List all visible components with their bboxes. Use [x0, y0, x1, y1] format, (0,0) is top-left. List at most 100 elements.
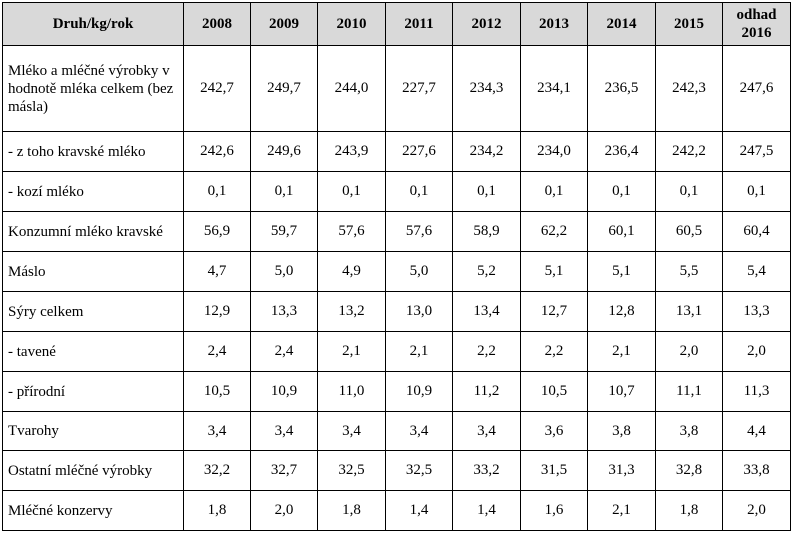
table-row: Mléčné konzervy 1,8 2,0 1,8 1,4 1,4 1,6 2,1 1,8 2… — [2, 490, 791, 531]
value-cell: 249,7 — [250, 45, 318, 132]
value-cell: 13,2 — [317, 291, 386, 332]
value-cell: 5,1 — [587, 251, 656, 292]
table-row: - kozí mléko 0,1 0,1 0,1 0,1 0,1 0,1 0,1 0,1 0,1 — [2, 171, 791, 212]
value-cell: 2,4 — [250, 331, 318, 372]
value-cell: 32,5 — [317, 450, 386, 491]
value-cell: 3,8 — [655, 411, 723, 451]
row-label: Konzumní mléko kravské — [2, 211, 184, 252]
value-cell: 0,1 — [317, 171, 386, 212]
value-cell: 2,1 — [587, 490, 656, 531]
value-cell: 236,5 — [587, 45, 656, 132]
value-cell: 2,4 — [183, 331, 251, 372]
table-row: Mléko a mléčné výrobky v hodnotě mléka c… — [2, 45, 791, 132]
year-header: 2010 — [317, 2, 386, 46]
row-label: Tvarohy — [2, 411, 184, 451]
value-cell: 247,6 — [722, 45, 791, 132]
value-cell: 242,2 — [655, 131, 723, 172]
value-cell: 11,2 — [452, 371, 521, 412]
value-cell: 3,4 — [250, 411, 318, 451]
value-cell: 11,1 — [655, 371, 723, 412]
header-label: Druh/kg/rok — [2, 2, 184, 46]
row-label: - přírodní — [2, 371, 184, 412]
value-cell: 11,0 — [317, 371, 386, 412]
row-label: - z toho kravské mléko — [2, 131, 184, 172]
value-cell: 60,5 — [655, 211, 723, 252]
value-cell: 5,2 — [452, 251, 521, 292]
value-cell: 0,1 — [385, 171, 453, 212]
value-cell: 32,8 — [655, 450, 723, 491]
value-cell: 2,1 — [385, 331, 453, 372]
year-header: 2011 — [385, 2, 453, 46]
value-cell: 2,1 — [587, 331, 656, 372]
value-cell: 60,4 — [722, 211, 791, 252]
value-cell: 5,5 — [655, 251, 723, 292]
value-cell: 5,0 — [385, 251, 453, 292]
value-cell: 12,8 — [587, 291, 656, 332]
table-row: - tavené 2,4 2,4 2,1 2,1 2,2 2,2 2,1 2,0 2,0 — [2, 331, 791, 372]
value-cell: 3,4 — [452, 411, 521, 451]
row-label: Máslo — [2, 251, 184, 292]
value-cell: 10,5 — [183, 371, 251, 412]
value-cell: 59,7 — [250, 211, 318, 252]
value-cell: 227,7 — [385, 45, 453, 132]
header-row: Druh/kg/rok 2008 2009 2010 2011 2012 201… — [2, 2, 791, 46]
value-cell: 227,6 — [385, 131, 453, 172]
value-cell: 57,6 — [317, 211, 386, 252]
row-label: - kozí mléko — [2, 171, 184, 212]
value-cell: 0,1 — [520, 171, 588, 212]
value-cell: 0,1 — [250, 171, 318, 212]
value-cell: 32,2 — [183, 450, 251, 491]
table-row: Konzumní mléko kravské 56,9 59,7 57,6 57,6 58… — [2, 211, 791, 252]
value-cell: 242,3 — [655, 45, 723, 132]
row-label: - tavené — [2, 331, 184, 372]
value-cell: 1,4 — [452, 490, 521, 531]
estimate-header-line2: 2016 — [741, 25, 772, 41]
value-cell: 234,2 — [452, 131, 521, 172]
value-cell: 2,0 — [722, 331, 791, 372]
table-row: Tvarohy 3,4 3,4 3,4 3,4 3,4 3,6 3,8 3,8 4,4 — [2, 411, 791, 451]
value-cell: 3,8 — [587, 411, 656, 451]
table-row: - z toho kravské mléko 242,6 249,6 243,9 227… — [2, 131, 791, 172]
value-cell: 234,0 — [520, 131, 588, 172]
value-cell: 1,4 — [385, 490, 453, 531]
row-label: Sýry celkem — [2, 291, 184, 332]
value-cell: 12,7 — [520, 291, 588, 332]
year-header: 2012 — [452, 2, 521, 46]
value-cell: 2,2 — [452, 331, 521, 372]
value-cell: 10,5 — [520, 371, 588, 412]
value-cell: 1,8 — [655, 490, 723, 531]
value-cell: 0,1 — [183, 171, 251, 212]
value-cell: 12,9 — [183, 291, 251, 332]
row-label: Mléčné konzervy — [2, 490, 184, 531]
value-cell: 3,4 — [385, 411, 453, 451]
year-header: 2008 — [183, 2, 251, 46]
value-cell: 5,4 — [722, 251, 791, 292]
table-row: - přírodní 10,5 10,9 11,0 10,9 11,2 10,5 10,7 11… — [2, 371, 791, 412]
value-cell: 3,4 — [317, 411, 386, 451]
value-cell: 5,1 — [520, 251, 588, 292]
value-cell: 0,1 — [722, 171, 791, 212]
value-cell: 33,2 — [452, 450, 521, 491]
value-cell: 234,3 — [452, 45, 521, 132]
value-cell: 57,6 — [385, 211, 453, 252]
value-cell: 0,1 — [452, 171, 521, 212]
value-cell: 2,0 — [250, 490, 318, 531]
value-cell: 56,9 — [183, 211, 251, 252]
value-cell: 13,1 — [655, 291, 723, 332]
value-cell: 2,1 — [317, 331, 386, 372]
value-cell: 3,4 — [183, 411, 251, 451]
value-cell: 236,4 — [587, 131, 656, 172]
value-cell: 60,1 — [587, 211, 656, 252]
estimate-header: odhad 2016 — [722, 2, 791, 46]
value-cell: 31,5 — [520, 450, 588, 491]
value-cell: 3,6 — [520, 411, 588, 451]
value-cell: 32,5 — [385, 450, 453, 491]
value-cell: 4,7 — [183, 251, 251, 292]
row-label: Ostatní mléčné výrobky — [2, 450, 184, 491]
value-cell: 31,3 — [587, 450, 656, 491]
value-cell: 13,3 — [722, 291, 791, 332]
value-cell: 32,7 — [250, 450, 318, 491]
value-cell: 2,2 — [520, 331, 588, 372]
year-header: 2015 — [655, 2, 723, 46]
value-cell: 2,0 — [655, 331, 723, 372]
